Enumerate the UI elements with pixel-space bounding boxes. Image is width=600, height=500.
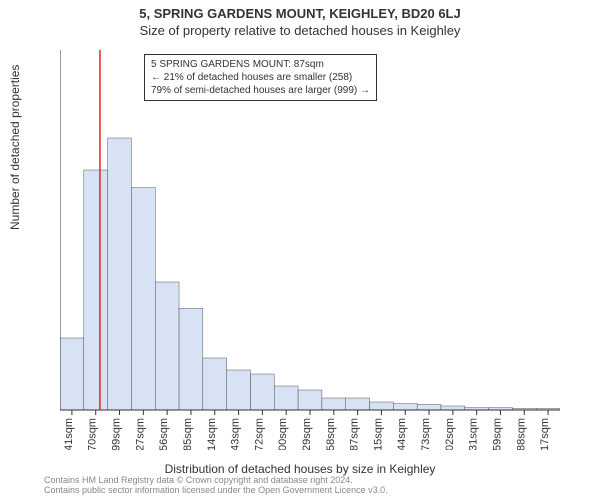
annotation-line1: 5 SPRING GARDENS MOUNT: 87sqm	[151, 58, 370, 71]
svg-text:70sqm: 70sqm	[87, 418, 99, 450]
chart-title-main: 5, SPRING GARDENS MOUNT, KEIGHLEY, BD20 …	[0, 0, 600, 21]
svg-text:387sqm: 387sqm	[349, 418, 361, 450]
attribution-line2: Contains public sector information licen…	[44, 486, 388, 496]
svg-text:329sqm: 329sqm	[301, 418, 313, 450]
svg-text:243sqm: 243sqm	[230, 418, 242, 450]
svg-text:358sqm: 358sqm	[325, 418, 337, 450]
annotation-line2: ← 21% of detached houses are smaller (25…	[151, 71, 370, 84]
svg-text:617sqm: 617sqm	[539, 418, 551, 450]
svg-text:415sqm: 415sqm	[372, 418, 384, 450]
svg-text:127sqm: 127sqm	[134, 418, 146, 450]
svg-text:41sqm: 41sqm	[63, 418, 75, 450]
svg-text:300sqm: 300sqm	[277, 418, 289, 450]
svg-text:444sqm: 444sqm	[396, 418, 408, 450]
svg-text:99sqm: 99sqm	[111, 418, 123, 450]
chart-title-sub: Size of property relative to detached ho…	[0, 21, 600, 38]
svg-text:531sqm: 531sqm	[468, 418, 480, 450]
annotation-box: 5 SPRING GARDENS MOUNT: 87sqm ← 21% of d…	[144, 54, 377, 101]
svg-text:214sqm: 214sqm	[206, 418, 218, 450]
svg-text:588sqm: 588sqm	[515, 418, 527, 450]
svg-text:272sqm: 272sqm	[253, 418, 265, 450]
x-axis-label: Distribution of detached houses by size …	[0, 462, 600, 476]
svg-text:559sqm: 559sqm	[491, 418, 503, 450]
annotation-line3: 79% of semi-detached houses are larger (…	[151, 84, 370, 97]
svg-text:185sqm: 185sqm	[182, 418, 194, 450]
svg-text:502sqm: 502sqm	[444, 418, 456, 450]
histogram-svg: 05010015020025030035040045041sqm70sqm99s…	[60, 50, 560, 450]
svg-text:156sqm: 156sqm	[158, 418, 170, 450]
chart-plot-area: 05010015020025030035040045041sqm70sqm99s…	[60, 50, 560, 410]
y-axis-label: Number of detached properties	[8, 65, 22, 230]
attribution-text: Contains HM Land Registry data © Crown c…	[44, 476, 388, 496]
svg-text:473sqm: 473sqm	[420, 418, 432, 450]
